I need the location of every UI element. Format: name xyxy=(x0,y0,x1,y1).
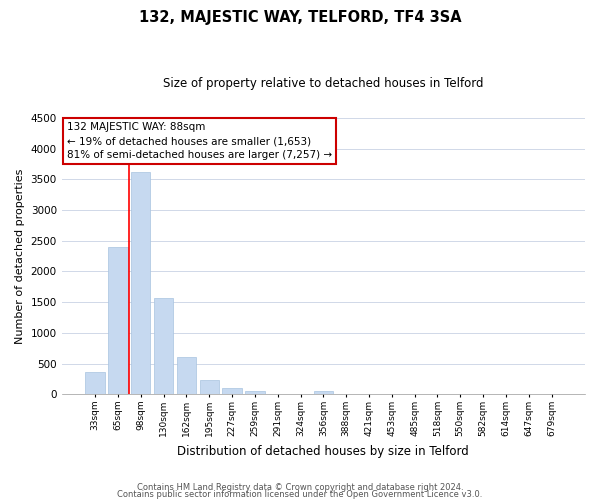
Bar xyxy=(223,388,242,394)
Bar xyxy=(177,358,196,394)
Text: Contains public sector information licensed under the Open Government Licence v3: Contains public sector information licen… xyxy=(118,490,482,499)
Bar xyxy=(314,391,333,394)
Bar xyxy=(108,247,128,394)
Text: Contains HM Land Registry data © Crown copyright and database right 2024.: Contains HM Land Registry data © Crown c… xyxy=(137,484,463,492)
Bar xyxy=(85,372,105,394)
Bar xyxy=(200,380,219,394)
Text: 132 MAJESTIC WAY: 88sqm
← 19% of detached houses are smaller (1,653)
81% of semi: 132 MAJESTIC WAY: 88sqm ← 19% of detache… xyxy=(67,122,332,160)
Text: 132, MAJESTIC WAY, TELFORD, TF4 3SA: 132, MAJESTIC WAY, TELFORD, TF4 3SA xyxy=(139,10,461,25)
Y-axis label: Number of detached properties: Number of detached properties xyxy=(15,168,25,344)
Bar xyxy=(245,391,265,394)
Bar xyxy=(131,172,151,394)
X-axis label: Distribution of detached houses by size in Telford: Distribution of detached houses by size … xyxy=(178,444,469,458)
Title: Size of property relative to detached houses in Telford: Size of property relative to detached ho… xyxy=(163,78,484,90)
Bar xyxy=(154,298,173,394)
